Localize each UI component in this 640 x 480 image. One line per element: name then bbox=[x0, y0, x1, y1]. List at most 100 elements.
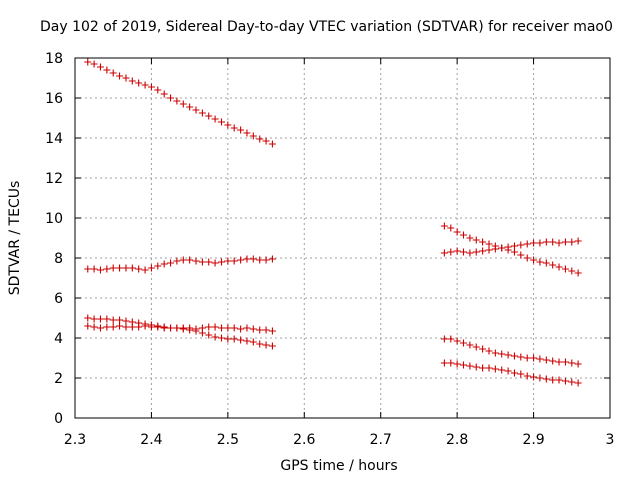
series-5 bbox=[440, 222, 582, 277]
data-point bbox=[472, 236, 480, 244]
data-point bbox=[230, 324, 238, 332]
data-point bbox=[224, 335, 232, 343]
x-tick-label: 2.5 bbox=[217, 432, 239, 448]
data-point bbox=[147, 323, 155, 331]
x-tick-label: 2.4 bbox=[140, 432, 162, 448]
data-point bbox=[84, 265, 92, 273]
data-point bbox=[160, 324, 168, 332]
data-point bbox=[192, 257, 200, 265]
data-point bbox=[466, 249, 474, 257]
data-point bbox=[542, 375, 550, 383]
data-point bbox=[555, 376, 563, 384]
y-tick-label: 14 bbox=[45, 131, 63, 147]
data-point bbox=[109, 316, 117, 324]
series-8 bbox=[440, 359, 582, 387]
data-point bbox=[96, 63, 104, 71]
data-point bbox=[555, 358, 563, 366]
data-point bbox=[523, 354, 531, 362]
data-point bbox=[90, 265, 98, 273]
data-point bbox=[574, 237, 582, 245]
series-7 bbox=[440, 335, 582, 368]
y-tick-label: 4 bbox=[54, 331, 63, 347]
data-point bbox=[517, 353, 525, 361]
data-point bbox=[459, 248, 467, 256]
data-point bbox=[173, 257, 181, 265]
data-point bbox=[459, 339, 467, 347]
data-point bbox=[262, 137, 270, 145]
data-point bbox=[230, 124, 238, 132]
data-point bbox=[96, 324, 104, 332]
axis-ticks bbox=[74, 57, 611, 419]
data-point bbox=[517, 370, 525, 378]
data-point bbox=[84, 314, 92, 322]
data-point bbox=[116, 316, 124, 324]
data-point bbox=[479, 238, 487, 246]
data-point bbox=[530, 354, 538, 362]
data-point bbox=[447, 224, 455, 232]
data-point bbox=[90, 60, 98, 68]
data-point bbox=[116, 72, 124, 80]
data-point bbox=[109, 69, 117, 77]
data-point bbox=[243, 337, 251, 345]
data-point bbox=[542, 259, 550, 267]
y-tick-label: 10 bbox=[45, 211, 63, 227]
data-point bbox=[205, 331, 213, 339]
data-point bbox=[192, 106, 200, 114]
data-point bbox=[262, 326, 270, 334]
data-point bbox=[103, 66, 111, 74]
data-point bbox=[237, 256, 245, 264]
data-point bbox=[568, 238, 576, 246]
data-point bbox=[536, 355, 544, 363]
series-1 bbox=[84, 58, 276, 148]
data-point bbox=[103, 323, 111, 331]
data-point bbox=[536, 374, 544, 382]
x-tick-label: 2.6 bbox=[293, 432, 315, 448]
data-point bbox=[237, 126, 245, 134]
data-point bbox=[485, 364, 493, 372]
data-point bbox=[504, 351, 512, 359]
data-point bbox=[230, 257, 238, 265]
y-tick-label: 0 bbox=[54, 411, 63, 427]
data-point bbox=[205, 112, 213, 120]
data-point bbox=[504, 243, 512, 251]
y-tick-label: 16 bbox=[45, 91, 63, 107]
data-point bbox=[135, 323, 143, 331]
data-point bbox=[96, 315, 104, 323]
data-point bbox=[218, 118, 226, 126]
data-point bbox=[561, 358, 569, 366]
data-point bbox=[440, 335, 448, 343]
data-point bbox=[498, 366, 506, 374]
data-point bbox=[523, 372, 531, 380]
y-tick-label: 18 bbox=[45, 51, 63, 67]
data-point bbox=[453, 360, 461, 368]
data-point bbox=[574, 269, 582, 277]
data-point bbox=[186, 256, 194, 264]
series-4 bbox=[84, 322, 276, 335]
data-point bbox=[459, 231, 467, 239]
data-point bbox=[230, 335, 238, 343]
data-point bbox=[84, 58, 92, 66]
data-point bbox=[561, 377, 569, 385]
data-point bbox=[555, 239, 563, 247]
data-point bbox=[160, 260, 168, 268]
data-point bbox=[109, 264, 117, 272]
data-point bbox=[530, 239, 538, 247]
y-tick-label: 8 bbox=[54, 251, 63, 267]
data-point bbox=[440, 222, 448, 230]
data-point bbox=[542, 356, 550, 364]
data-point bbox=[141, 266, 149, 274]
data-point bbox=[103, 265, 111, 273]
y-tick-labels: 0 2 4 6 8 10 12 14 16 18 bbox=[45, 51, 63, 427]
data-point bbox=[116, 322, 124, 330]
y-tick-label: 6 bbox=[54, 291, 63, 307]
data-point bbox=[549, 376, 557, 384]
data-point bbox=[574, 379, 582, 387]
data-point bbox=[224, 324, 232, 332]
data-point bbox=[122, 317, 130, 325]
data-point bbox=[453, 337, 461, 345]
data-point bbox=[249, 255, 257, 263]
data-point bbox=[243, 324, 251, 332]
data-point bbox=[128, 264, 136, 272]
data-point bbox=[256, 256, 264, 264]
